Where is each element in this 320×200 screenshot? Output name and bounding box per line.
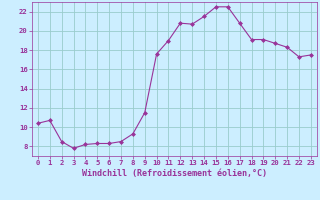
X-axis label: Windchill (Refroidissement éolien,°C): Windchill (Refroidissement éolien,°C) <box>82 169 267 178</box>
